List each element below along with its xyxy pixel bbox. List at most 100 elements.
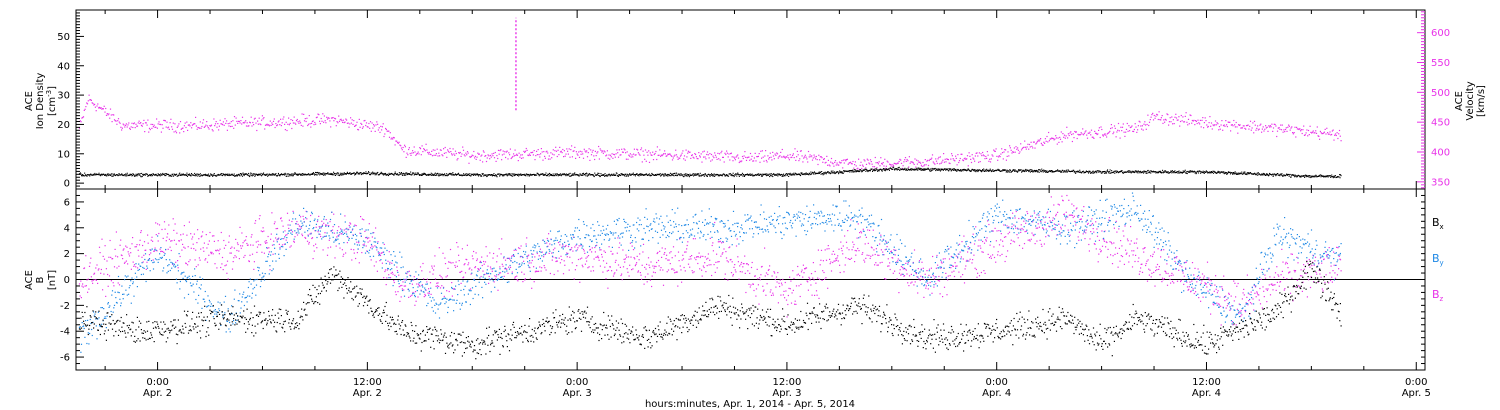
- velocity-series-point: [1320, 132, 1322, 134]
- bz-series-point: [363, 219, 365, 221]
- velocity-series-point: [582, 153, 584, 155]
- bz-series-point: [408, 270, 410, 272]
- density-series-point: [1148, 171, 1150, 173]
- density-series-point: [1340, 174, 1342, 176]
- velocity-series-point: [979, 161, 981, 163]
- density-series-point: [590, 174, 592, 176]
- density-series-point: [709, 175, 711, 177]
- velocity-series-point: [790, 156, 792, 159]
- velocity-series-point: [1330, 134, 1332, 136]
- density-series-point: [990, 171, 992, 173]
- velocity-series-point: [264, 128, 266, 130]
- bz-series-point: [259, 215, 261, 217]
- data-points: [78, 17, 1342, 360]
- bz-series-point: [128, 255, 131, 257]
- density-series-point: [356, 171, 358, 173]
- bz-series-point: [353, 252, 355, 254]
- velocity-series-point: [660, 155, 662, 157]
- density-series-point: [831, 172, 833, 174]
- velocity-series-point: [367, 126, 369, 128]
- bz-series-point: [327, 247, 329, 249]
- density-series-point: [1058, 170, 1060, 172]
- velocity-series-point: [1218, 126, 1221, 128]
- bz-series-point: [356, 241, 358, 243]
- velocity-series-point: [377, 123, 379, 125]
- bz-series-point: [402, 281, 404, 283]
- density-series-point: [884, 168, 886, 170]
- velocity-series-point: [635, 154, 637, 156]
- velocity-series-point: [909, 162, 911, 164]
- density-series-point: [185, 174, 187, 176]
- velocity-series-point: [416, 152, 418, 155]
- bz-series-point: [96, 264, 98, 266]
- bz-series-point: [229, 252, 231, 254]
- velocity-series-point: [891, 164, 893, 166]
- velocity-series-point: [1238, 124, 1240, 126]
- density-series-point: [525, 175, 527, 177]
- bz-series-point: [141, 256, 143, 258]
- bz-series-point: [626, 268, 628, 270]
- density-series-point: [838, 172, 840, 174]
- bz-series-point: [454, 264, 456, 267]
- bz-series-point: [313, 245, 315, 247]
- density-series-point: [1126, 171, 1128, 173]
- velocity-series-point: [193, 123, 195, 125]
- velocity-series-point: [420, 154, 422, 156]
- density-series-point: [804, 173, 806, 175]
- density-series-point: [1295, 175, 1297, 177]
- velocity-series-point: [358, 118, 360, 120]
- bz-series-point: [498, 248, 500, 250]
- velocity-series-point: [218, 125, 220, 127]
- density-series-point: [450, 172, 452, 174]
- density-series-point: [988, 169, 990, 171]
- velocity-series-point: [117, 118, 120, 120]
- velocity-series-point: [613, 154, 616, 156]
- density-series-point: [201, 174, 203, 176]
- velocity-series-point: [737, 157, 740, 159]
- velocity-series-point: [1100, 126, 1102, 128]
- velocity-series-point: [602, 152, 604, 154]
- velocity-series-point: [1063, 136, 1065, 138]
- velocity-series-point: [1032, 141, 1035, 143]
- bz-series-point: [479, 260, 482, 262]
- velocity-series-point: [800, 150, 802, 152]
- density-series-point: [629, 173, 631, 175]
- density-series-point: [360, 174, 362, 176]
- bz-series-point: [555, 260, 557, 263]
- bz-series-point: [474, 266, 477, 268]
- bz-series-point: [336, 230, 339, 232]
- bz-series-point: [78, 283, 81, 285]
- velocity-series-point: [526, 149, 528, 151]
- velocity-series-point: [949, 162, 951, 165]
- velocity-series-point: [618, 149, 620, 151]
- velocity-series-point: [651, 154, 653, 156]
- velocity-series-point: [505, 151, 507, 153]
- density-series-point: [268, 174, 270, 176]
- density-series-point: [504, 174, 506, 176]
- bz-series-point: [99, 252, 101, 254]
- velocity-series-point: [591, 151, 593, 153]
- density-series-point: [482, 173, 484, 175]
- density-series-point: [158, 174, 160, 176]
- density-series-point: [733, 176, 735, 178]
- density-series-point: [1049, 170, 1051, 172]
- velocity-series-point: [933, 162, 935, 164]
- velocity-series-point: [765, 150, 767, 152]
- velocity-series-point: [1191, 119, 1193, 122]
- density-series-point: [140, 175, 142, 177]
- bz-series-point: [258, 218, 260, 220]
- velocity-series-point: [307, 124, 309, 127]
- velocity-series-point: [835, 164, 837, 166]
- velocity-series-point: [321, 120, 323, 122]
- bz-series-point: [223, 247, 225, 249]
- velocity-series-point: [132, 126, 134, 129]
- velocity-series-point: [249, 122, 251, 124]
- density-series-point: [330, 174, 332, 176]
- density-series-point: [152, 173, 154, 175]
- bz-series-point: [350, 223, 352, 225]
- bz-series-point: [668, 259, 670, 261]
- density-series-point: [239, 175, 241, 177]
- velocity-series-point: [971, 154, 973, 156]
- density-series-point: [1232, 172, 1234, 174]
- density-series-point: [937, 169, 939, 171]
